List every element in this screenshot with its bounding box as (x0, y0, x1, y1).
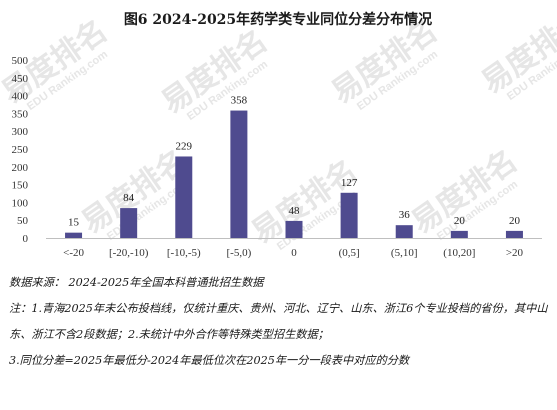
y-axis: 0 50 100 150 200 250 300 350 400 450 500 (12, 55, 29, 245)
x-tick-label-2: [-10,-5) (167, 247, 201, 259)
x-tick-label-6: (5,10] (391, 247, 418, 259)
y-tick-label: 0 (23, 233, 29, 245)
bar-1 (120, 208, 138, 238)
bar-5 (340, 192, 358, 238)
data-label-2: 229 (176, 140, 193, 152)
y-tick-label: 400 (12, 91, 29, 103)
note-1: 注：1.青海2025年未公布投档线，仅统计重庆、贵州、河北、辽宁、山东、浙江6个… (9, 302, 548, 341)
data-label-3: 358 (231, 95, 248, 107)
bar-6 (395, 225, 413, 238)
bar-4 (285, 220, 303, 238)
data-label-1: 84 (123, 192, 135, 204)
y-tick-label: 100 (12, 197, 29, 209)
x-tick-label-7: (10,20] (443, 247, 475, 259)
y-tick-label: 300 (12, 126, 29, 138)
data-label-8: 20 (509, 215, 521, 227)
bar-2 (175, 156, 193, 238)
y-tick-label: 150 (12, 180, 29, 192)
y-tick-label: 500 (12, 55, 29, 67)
note-2: 3.同位分差=2025年最低分-2024年最低位次在2025年一分一段表中对应的… (9, 354, 410, 367)
y-tick-label: 200 (12, 162, 29, 174)
y-tick-label: 50 (17, 215, 29, 227)
data-label-5: 127 (341, 177, 358, 189)
data-label-6: 36 (399, 209, 411, 221)
y-tick-label: 350 (12, 108, 29, 120)
bar-7 (450, 230, 468, 238)
data-source: 数据来源： 2024-2025年全国本科普通批招生数据 (9, 276, 264, 289)
chart-title: 图6 2024-2025年药学类专业同位分差分布情况 (124, 11, 432, 28)
data-label-7: 20 (454, 215, 466, 227)
bar-8 (505, 230, 523, 238)
x-tick-label-8: >20 (506, 247, 524, 259)
bar-0 (65, 232, 83, 238)
x-tick-label-4: 0 (291, 247, 297, 259)
x-tick-label-0: <-20 (63, 247, 84, 259)
x-tick-label-1: [-20,-10) (109, 247, 149, 259)
data-label-0: 15 (68, 217, 80, 229)
bars: 15 <-20 84 [-20,-10) 229 [-10,-5) 358 [-5,0) 48 0… (63, 95, 523, 259)
chart-notes: 数据来源： 2024-2025年全国本科普通批招生数据 注：1.青海2025年未… (9, 270, 554, 374)
y-tick-label: 250 (12, 144, 29, 156)
bar-3 (230, 110, 248, 238)
x-tick-label-3: [-5,0) (227, 247, 252, 259)
y-tick-label: 450 (12, 73, 29, 85)
x-tick-label-5: (0,5] (339, 247, 360, 259)
data-label-4: 48 (289, 205, 301, 217)
